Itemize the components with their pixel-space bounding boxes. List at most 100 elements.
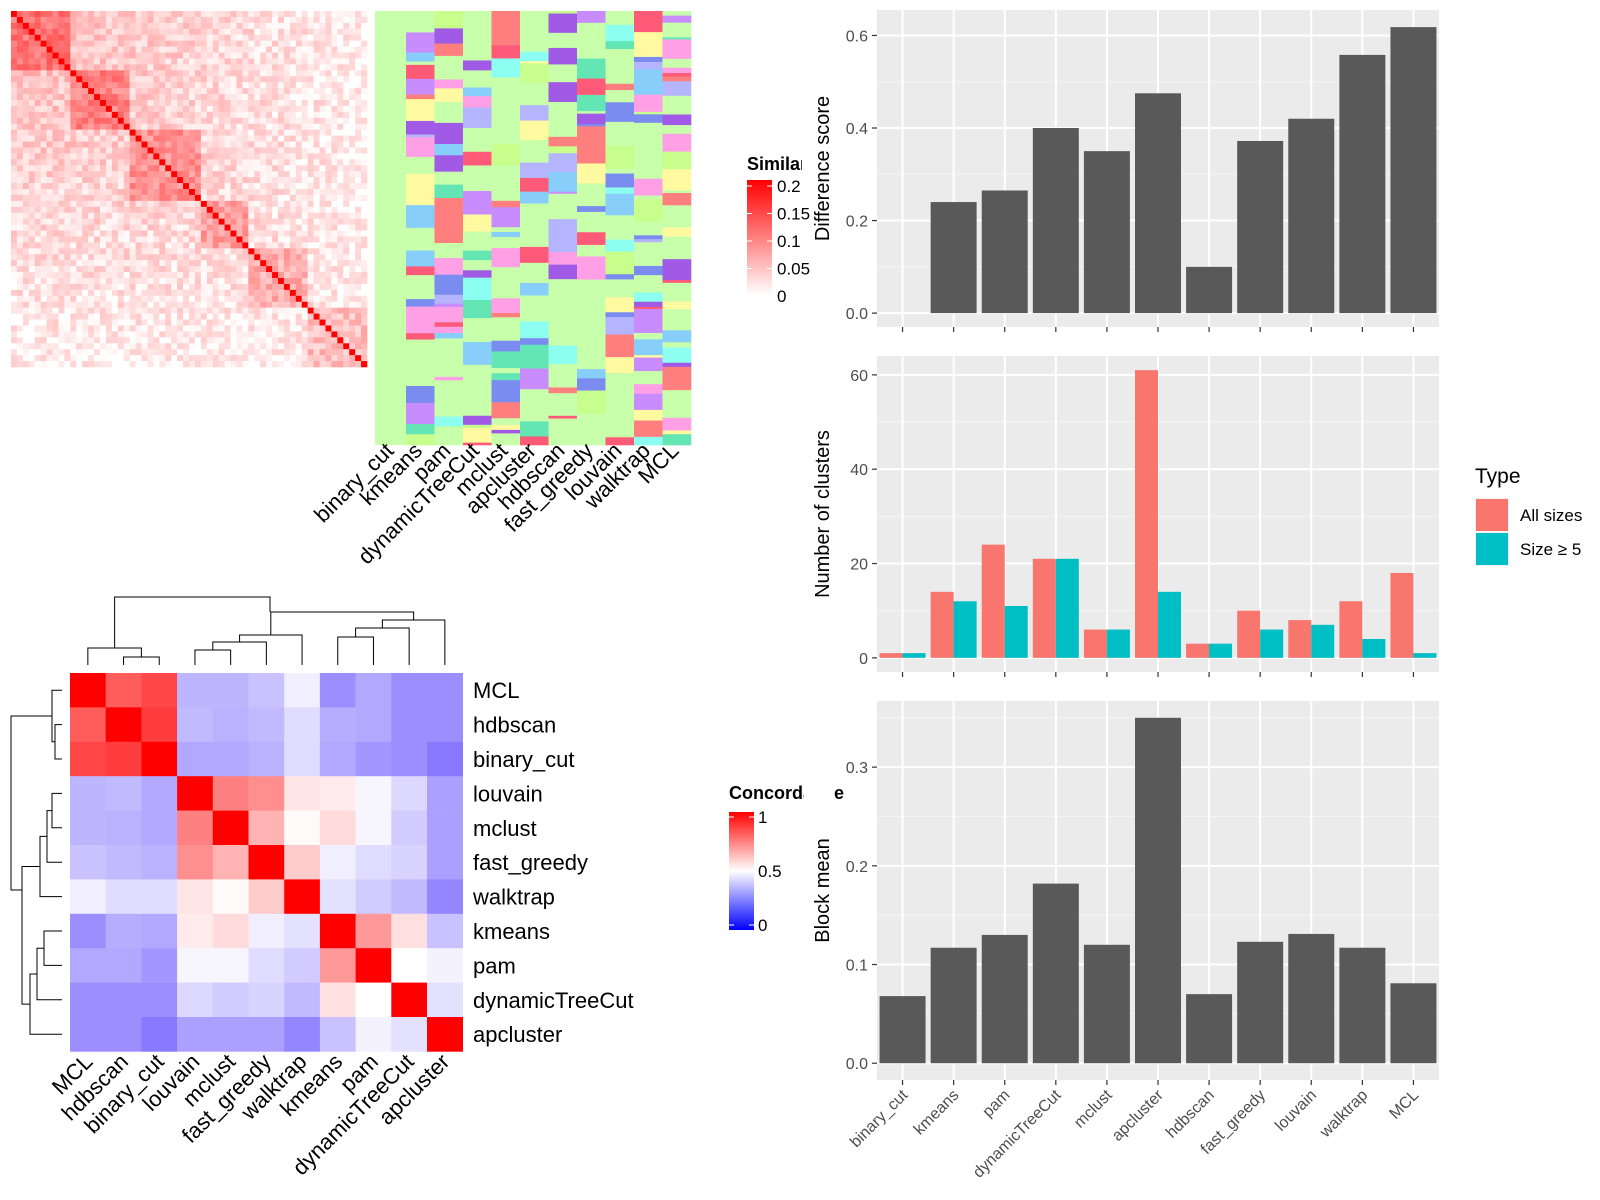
similarity-cell [52, 224, 59, 231]
similarity-cell [58, 331, 65, 338]
cluster-segment [634, 195, 663, 200]
similarity-cell [236, 40, 243, 47]
similarity-cell [171, 70, 178, 77]
similarity-cell [40, 319, 47, 326]
similarity-cell [260, 147, 267, 154]
similarity-cell [254, 111, 261, 119]
similarity-cell [64, 218, 71, 225]
similarity-cell [117, 295, 125, 303]
x-tick-label: mclust [1071, 1086, 1116, 1131]
similarity-cell [343, 171, 350, 178]
similarity-cell [141, 200, 148, 208]
similarity-cell [272, 307, 279, 314]
similarity-cell [337, 301, 344, 308]
similarity-cell [88, 135, 95, 142]
similarity-cell [361, 46, 368, 53]
similarity-cell [34, 343, 41, 350]
similarity-cell [313, 111, 320, 119]
cluster-segment [634, 275, 663, 293]
similarity-cell [319, 82, 326, 89]
similarity-cell [278, 22, 285, 30]
cluster-segment [548, 345, 578, 365]
similarity-cell [349, 278, 356, 285]
similarity-cell [325, 82, 332, 89]
similarity-cell [88, 319, 95, 326]
similarity-cell [16, 189, 24, 196]
similarity-cell [242, 206, 249, 214]
similarity-cell [141, 88, 148, 95]
similarity-cell [105, 200, 113, 208]
similarity-cell [224, 337, 231, 344]
similarity-cell [337, 260, 344, 267]
similarity-cell [254, 147, 261, 154]
similarity-cell [28, 117, 36, 125]
similarity-cell [319, 129, 326, 136]
similarity-cell [278, 218, 285, 225]
similarity-cell [189, 355, 196, 362]
similarity-cell [307, 52, 314, 59]
similarity-cell [111, 242, 119, 249]
similarity-cell [105, 105, 113, 113]
similarity-cell [266, 70, 273, 77]
similarity-cell [40, 331, 47, 338]
similarity-cell [100, 171, 107, 178]
concordance-row-label: dynamicTreeCut [473, 988, 634, 1013]
similarity-cell [123, 301, 130, 308]
similarity-cell [343, 11, 350, 18]
similarity-cell [165, 319, 172, 326]
similarity-cell [248, 224, 255, 231]
similarity-cell [183, 111, 190, 119]
similarity-cell [301, 159, 308, 166]
similarity-cell [307, 260, 314, 267]
similarity-cell [117, 230, 125, 237]
similarity-cell [177, 319, 184, 326]
similarity-cell [123, 194, 130, 202]
similarity-cell [40, 147, 47, 154]
similarity-cell [272, 64, 279, 71]
similarity-cell [94, 100, 101, 107]
similarity-cell [343, 34, 350, 41]
similarity-cell [349, 283, 356, 291]
concordance-cell [284, 673, 321, 708]
similarity-cell [58, 64, 65, 71]
similarity-cell [218, 58, 225, 65]
similarity-cell [248, 242, 255, 249]
similarity-cell [141, 111, 148, 119]
similarity-cell [40, 283, 47, 291]
similarity-cell [337, 141, 344, 148]
similarity-cell [200, 100, 208, 107]
similarity-cell [11, 355, 18, 362]
similarity-cell [254, 16, 261, 24]
similarity-cell [319, 212, 326, 219]
similarity-cell [171, 194, 178, 202]
similarity-cell [349, 88, 356, 95]
similarity-cell [94, 307, 101, 314]
similarity-cell [70, 171, 77, 178]
similarity-cell [171, 236, 178, 243]
similarity-cell [82, 224, 89, 231]
similarity-cell [52, 361, 59, 368]
similarity-cell [248, 105, 255, 113]
concordance-cell [391, 1017, 428, 1052]
cluster-segment [577, 256, 606, 280]
cluster-segment [662, 37, 692, 40]
similarity-cell [343, 224, 350, 231]
cluster-segment [634, 355, 663, 358]
similarity-cell [343, 272, 350, 279]
similarity-cell [218, 343, 225, 350]
similarity-cell [58, 153, 65, 160]
similarity-cell [16, 129, 24, 136]
similarity-cell [319, 105, 326, 113]
similarity-cell [177, 325, 184, 332]
similarity-cell [283, 165, 291, 172]
similarity-cell [111, 260, 119, 267]
similarity-cell [355, 52, 362, 59]
similarity-cell [52, 70, 59, 77]
similarity-cell [147, 313, 154, 320]
cluster-segment [520, 63, 549, 84]
dendrogram-branch [43, 930, 62, 966]
similarity-cell [70, 313, 77, 320]
similarity-cell [200, 301, 208, 308]
similarity-cell [331, 283, 338, 291]
similarity-cell [11, 337, 18, 344]
